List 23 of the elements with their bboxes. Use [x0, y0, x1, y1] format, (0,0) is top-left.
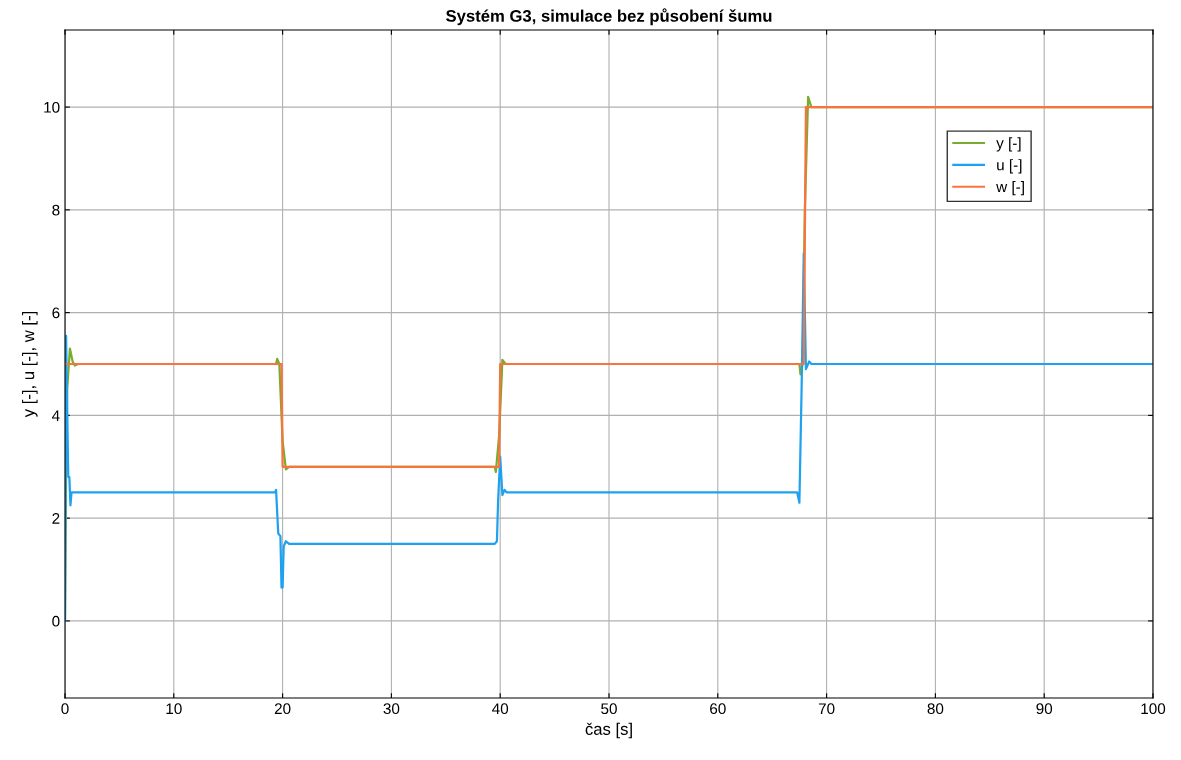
x-tick-label: 50 — [601, 703, 617, 715]
x-tick-label: 60 — [710, 703, 726, 715]
y-tick-label: 2 — [52, 513, 60, 524]
legend-label: y [-] — [996, 137, 1021, 152]
legend-label: w [-] — [996, 181, 1024, 196]
y-tick-label: 0 — [52, 615, 60, 627]
y-tick-label: 10 — [44, 101, 60, 113]
y-tick-label: 6 — [52, 307, 60, 319]
y-tick-label: 4 — [51, 410, 60, 421]
x-tick-label: 40 — [492, 703, 509, 715]
x-tick-label: 30 — [383, 703, 400, 715]
x-tick-label: 70 — [818, 703, 835, 715]
y-axis-title: y [-], u [-], w [-] — [22, 311, 38, 418]
x-tick-label: 80 — [927, 703, 944, 715]
chart-title: Systém G3, simulace bez působení šumu — [446, 8, 772, 26]
x-tick-label: 100 — [1141, 703, 1166, 715]
legend-label: u [-] — [997, 159, 1022, 174]
y-tick-label: 8 — [52, 204, 60, 216]
x-tick-label: 20 — [274, 703, 291, 715]
x-tick-label: 90 — [1036, 703, 1053, 715]
x-tick-label: 0 — [61, 703, 69, 715]
x-axis-title: čas [s] — [585, 722, 632, 739]
x-tick-label: 10 — [166, 703, 182, 715]
